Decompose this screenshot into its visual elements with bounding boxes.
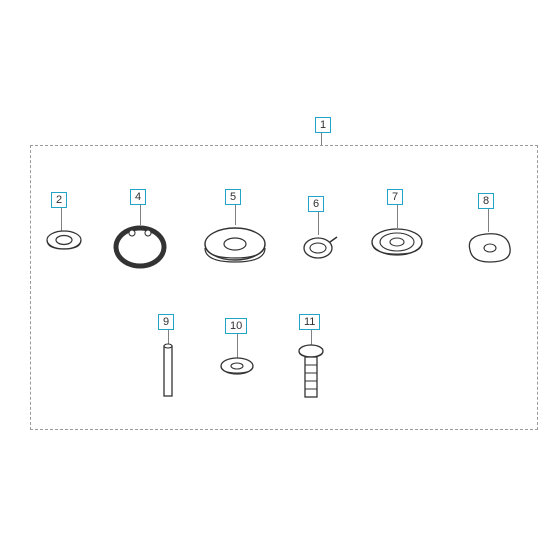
callout-9: 9: [158, 314, 174, 330]
callout-10: 10: [225, 318, 247, 334]
callout-6: 6: [308, 196, 324, 212]
callout-1: 1: [315, 117, 331, 133]
leader-10: [237, 334, 238, 358]
callout-7: 7: [387, 189, 403, 205]
part-10-icon: [218, 356, 256, 378]
callout-2: 2: [51, 192, 67, 208]
leader-1: [321, 133, 322, 145]
part-8-icon: [460, 228, 516, 268]
part-5-icon: [200, 222, 270, 272]
callout-11: 11: [299, 314, 320, 330]
parts-frame: [30, 145, 538, 430]
part-9-icon: [160, 342, 176, 402]
part-6-icon: [296, 232, 340, 266]
diagram-canvas: 1 2 4 5 6 7 8 9 10 11: [0, 0, 560, 560]
part-4-icon: [110, 222, 170, 272]
callout-4: 4: [130, 189, 146, 205]
part-2-icon: [44, 228, 84, 258]
callout-5: 5: [225, 189, 241, 205]
part-11-icon: [297, 343, 325, 403]
part-7-icon: [367, 224, 427, 268]
callout-8: 8: [478, 193, 494, 209]
